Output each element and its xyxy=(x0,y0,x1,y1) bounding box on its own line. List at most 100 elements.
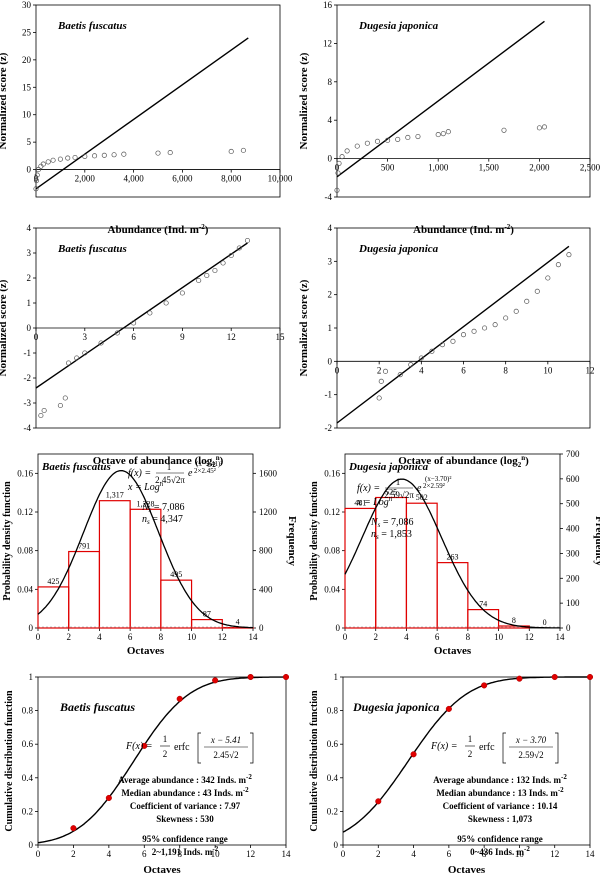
x-tick-label: 12 xyxy=(218,632,227,642)
stat-line: Median abundance : 43 Inds. m-2 xyxy=(121,786,249,798)
data-point xyxy=(336,160,342,166)
x-tick-label: 2 xyxy=(376,849,381,859)
cdf-point xyxy=(551,673,558,681)
fit-line xyxy=(35,242,248,389)
data-point xyxy=(196,277,202,284)
x-tick-label: 14 xyxy=(282,849,292,859)
y-axis-title: Cumulative distribution function xyxy=(309,690,320,832)
x-tick-label: 10,000 xyxy=(268,174,293,184)
y2-axis-title: Frequency xyxy=(286,516,298,566)
formula-numerator: 1 xyxy=(468,734,473,744)
data-point xyxy=(62,395,68,401)
stat-line: Average abundance : 132 Inds. m-2 xyxy=(433,773,567,785)
y-tick-label: -2 xyxy=(24,373,32,383)
data-point xyxy=(212,267,218,274)
formula-inner-denominator: 2.45√2 xyxy=(213,750,238,760)
x-tick-label: 2 xyxy=(71,849,76,859)
formula-lhs: f(x) = xyxy=(357,483,380,494)
x-tick-label: 9 xyxy=(180,332,185,342)
cdf-curve xyxy=(37,676,286,844)
x-tick-label: 2,000 xyxy=(75,174,96,184)
histogram-bar xyxy=(37,586,70,629)
x-tick-label: 8 xyxy=(466,632,471,642)
x-tick-label: 14 xyxy=(586,849,596,859)
formula-denominator: 2 xyxy=(163,749,168,759)
x-tick-label: 15 xyxy=(276,332,286,342)
data-point xyxy=(92,153,98,159)
y-tick-label: 3 xyxy=(27,248,32,258)
x-tick-label: 4 xyxy=(107,849,112,859)
y-tick-label: -4 xyxy=(24,423,32,433)
formula-exp-base: e xyxy=(417,483,422,494)
bar-value-label: 425 xyxy=(47,577,59,586)
formula-exp-numerator: (x−3.70)² xyxy=(425,475,451,483)
x-tick-label: 1,000 xyxy=(428,163,449,173)
data-point xyxy=(501,127,507,133)
y-tick-label: 4 xyxy=(328,115,333,125)
data-point xyxy=(121,151,127,157)
data-point xyxy=(524,298,530,304)
cdf-point xyxy=(586,673,594,681)
x-tick-label: 6 xyxy=(447,849,452,859)
y-tick-label: 8 xyxy=(328,77,333,87)
data-point xyxy=(513,308,519,314)
fit-line xyxy=(35,37,249,190)
chart-p2: 0 500 1,000 1,500 2,000 2,500 -4 0 4 8 12 16 Dugesia… xyxy=(298,0,600,236)
data-point xyxy=(35,167,41,173)
y-tick-label: 1 xyxy=(27,298,32,308)
x-axis-title: Octaves xyxy=(448,864,486,876)
plot-frame xyxy=(37,676,287,846)
stat-line: Average abundance : 342 Inds. m-2 xyxy=(118,773,252,785)
data-point xyxy=(72,154,78,161)
bar-value-label: 791 xyxy=(78,542,90,551)
bar-value-label: 1,228 xyxy=(137,499,155,508)
Ns-value: Ns = 7,086 xyxy=(141,502,185,514)
data-point xyxy=(147,310,153,316)
formula-bracket-right xyxy=(250,732,254,764)
y2-tick-label: 400 xyxy=(259,584,273,594)
x-axis-title: Abundance (Ind. m-2) xyxy=(413,223,514,236)
stat-line: Skewness : 1,073 xyxy=(468,814,533,824)
x-tick-label: 500 xyxy=(381,163,395,173)
cdf-point xyxy=(282,673,290,681)
x-tick-label: 2 xyxy=(377,365,382,375)
formula-denominator: 2.45√2π xyxy=(155,475,185,485)
formula-denominator: 2.59√2π xyxy=(384,490,414,500)
data-point xyxy=(179,290,185,296)
data-point xyxy=(163,300,169,306)
x-tick-label: 2,500 xyxy=(580,163,600,173)
x-tick-label: 0 xyxy=(34,332,39,342)
plot-frame xyxy=(35,4,281,198)
data-point xyxy=(33,186,39,192)
data-point xyxy=(364,140,370,146)
ci-range: 0~436 Inds. m-2 xyxy=(470,845,530,857)
x-axis-title: Abundance (Ind. m-2) xyxy=(108,223,209,236)
x-tick-label: 3 xyxy=(83,332,88,342)
y2-tick-label: 1200 xyxy=(259,507,278,517)
data-point xyxy=(111,152,117,158)
data-point xyxy=(450,338,456,344)
data-point xyxy=(335,170,341,176)
y-tick-label: 0.12 xyxy=(17,507,33,517)
y-tick-label: 10 xyxy=(22,110,32,120)
y-tick-label: -3 xyxy=(24,398,32,408)
formula-erfc: erfc xyxy=(174,742,190,753)
y-tick-label: 25 xyxy=(22,27,32,37)
data-point xyxy=(74,355,80,361)
data-point xyxy=(385,137,391,143)
formula-numerator: 1 xyxy=(163,734,168,744)
y2-tick-label: 300 xyxy=(566,548,580,558)
x-tick-label: 12 xyxy=(246,849,255,859)
data-point xyxy=(155,150,161,156)
y2-tick-label: 100 xyxy=(566,598,580,608)
ci-title: 95% confidence range xyxy=(457,834,543,844)
x-tick-label: 8 xyxy=(177,849,182,859)
cdf-point xyxy=(176,695,183,702)
formula-denominator: 2 xyxy=(468,749,473,759)
x-tick-label: 6 xyxy=(131,332,136,342)
data-point xyxy=(228,252,234,259)
cdf-point xyxy=(141,742,148,749)
species-title: Dugesia japonica xyxy=(352,700,439,714)
fit-line xyxy=(336,20,545,178)
data-point xyxy=(429,348,435,354)
